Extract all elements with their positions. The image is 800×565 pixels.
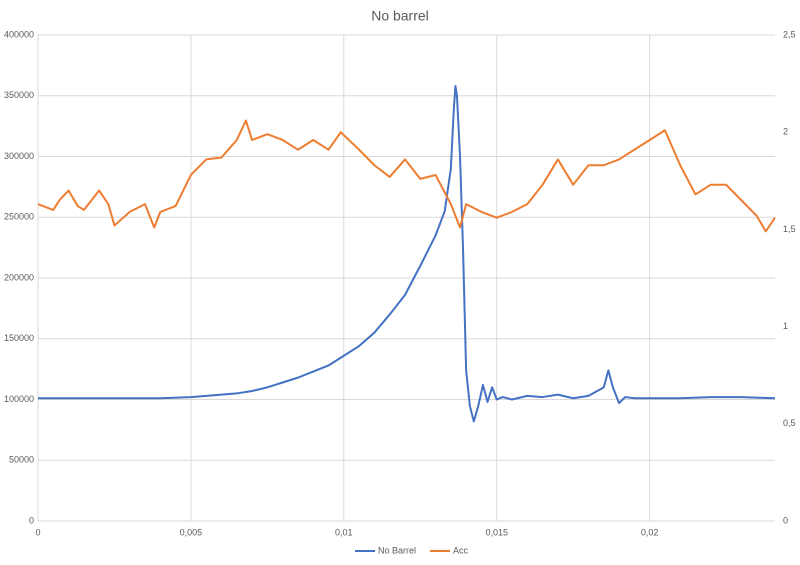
x-tick-label: 0,005 (180, 527, 203, 537)
y2-tick-label: 0 (783, 515, 788, 525)
y-tick-label: 250000 (4, 212, 34, 222)
x-tick-label: 0,02 (641, 527, 659, 537)
x-tick-label: 0 (35, 527, 40, 537)
chart-title: No barrel (371, 8, 429, 24)
y-tick-label: 400000 (4, 29, 34, 39)
x-tick-label: 0,015 (485, 527, 508, 537)
y2-tick-label: 0,5 (783, 418, 796, 428)
y2-tick-label: 2 (783, 127, 788, 137)
y2-tick-label: 1 (783, 321, 788, 331)
series-line (37, 119, 776, 233)
y2-tick-label: 2,5 (783, 29, 796, 39)
y-tick-label: 200000 (4, 272, 34, 282)
y-tick-label: 300000 (4, 151, 34, 161)
x-tick-label: 0,01 (335, 527, 353, 537)
y-tick-label: 0 (29, 515, 34, 525)
y-tick-label: 150000 (4, 333, 34, 343)
y-tick-label: 350000 (4, 90, 34, 100)
legend-label: No Barrel (378, 545, 416, 555)
series-line (38, 85, 776, 423)
legend-label: Acc (453, 545, 469, 555)
y-tick-label: 50000 (9, 455, 34, 465)
y2-tick-label: 1,5 (783, 224, 796, 234)
y-tick-label: 100000 (4, 394, 34, 404)
